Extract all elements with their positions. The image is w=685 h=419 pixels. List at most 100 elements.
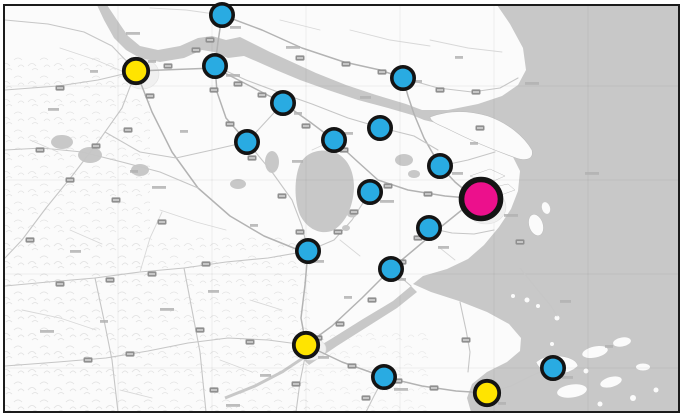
place-label <box>414 80 422 83</box>
place-label <box>310 260 324 263</box>
city-marker-m02-blue[interactable] <box>209 2 236 28</box>
place-label <box>394 388 408 391</box>
city-marker-m05-blue[interactable] <box>389 65 416 92</box>
place-label <box>160 308 174 311</box>
place-label <box>90 70 98 73</box>
islet <box>524 297 530 303</box>
route-badge-glyph <box>113 199 119 201</box>
islet <box>583 368 589 374</box>
city-marker-m08-blue[interactable] <box>366 115 393 142</box>
route-badge-glyph <box>27 239 33 241</box>
island <box>528 214 544 236</box>
city-marker-m16-blue[interactable] <box>370 363 397 390</box>
lake <box>131 164 149 176</box>
city-marker-m14-blue[interactable] <box>377 255 404 282</box>
city-marker-m13-blue[interactable] <box>294 238 321 265</box>
island <box>613 337 631 347</box>
route-badge-glyph <box>37 149 43 151</box>
route-badge-glyph <box>85 359 91 361</box>
islet <box>511 294 515 298</box>
route-badge-glyph <box>93 145 99 147</box>
route-badge-glyph <box>227 123 233 125</box>
roads-minor <box>21 7 503 399</box>
place-label <box>380 200 394 203</box>
place-label <box>585 172 599 175</box>
place-label <box>318 356 329 359</box>
city-marker-m10-blue[interactable] <box>356 179 383 206</box>
route-badge-glyph <box>385 185 391 187</box>
route-badge-glyph <box>363 397 369 399</box>
route-badge-glyph <box>197 329 203 331</box>
place-label <box>525 82 539 85</box>
city-marker-m18-blue[interactable] <box>539 354 566 381</box>
islet <box>597 401 603 407</box>
place-label <box>504 214 518 217</box>
city-marker-m06-blue[interactable] <box>234 129 261 156</box>
route-badge-glyph <box>165 65 171 67</box>
lake-taihu <box>295 150 354 233</box>
route-badge-glyph <box>425 193 431 195</box>
city-marker-m12-blue[interactable] <box>415 215 442 242</box>
place-label <box>562 376 573 379</box>
place-label <box>286 46 300 49</box>
river-upstream <box>224 354 307 400</box>
place-label <box>342 132 353 135</box>
markers-layer <box>121 2 566 408</box>
place-label <box>498 402 506 405</box>
place-label <box>452 172 463 175</box>
place-label <box>344 296 352 299</box>
city-marker-m07-blue[interactable] <box>320 127 347 154</box>
map-frame-border <box>3 4 680 413</box>
island <box>636 363 650 371</box>
place-label <box>260 374 271 377</box>
islet <box>536 304 540 308</box>
islet <box>554 315 560 321</box>
route-badge-glyph <box>279 195 285 197</box>
city-marker-m09-blue[interactable] <box>426 153 453 180</box>
route-badge-glyph <box>193 49 199 51</box>
route-badge-glyph <box>247 341 253 343</box>
city-marker-m11-magenta[interactable] <box>458 176 504 222</box>
route-badge-glyph <box>335 231 341 233</box>
route-badge-glyph <box>297 57 303 59</box>
place-label <box>100 320 108 323</box>
route-badge-glyph <box>379 71 385 73</box>
place-label <box>250 224 258 227</box>
place-label <box>360 96 371 99</box>
route-badge-glyph <box>341 149 347 151</box>
lake <box>395 154 413 166</box>
route-badge-glyph <box>125 129 131 131</box>
city-marker-m17-yellow[interactable] <box>472 378 502 408</box>
place-label <box>180 130 188 133</box>
place-label <box>230 26 241 29</box>
city-marker-m04-blue[interactable] <box>269 90 296 117</box>
route-badge-glyph <box>235 83 241 85</box>
route-badge-glyph <box>437 89 443 91</box>
route-badge-glyph <box>303 125 309 127</box>
route-badge-glyph <box>415 237 421 239</box>
place-label <box>294 112 302 115</box>
route-badge-glyph <box>399 261 405 263</box>
island <box>600 376 622 388</box>
city-marker-m01-yellow[interactable] <box>121 56 151 86</box>
place-label <box>226 74 240 77</box>
route-badge-glyph <box>149 273 155 275</box>
route-badge-glyph <box>293 383 299 385</box>
lake <box>230 179 246 189</box>
lake <box>408 170 420 178</box>
place-label <box>292 160 303 163</box>
place-label <box>70 250 81 253</box>
route-badge-glyph <box>477 127 483 129</box>
city-marker-m03-blue[interactable] <box>202 52 229 79</box>
city-marker-m15-yellow[interactable] <box>291 330 321 360</box>
place-label <box>148 60 156 63</box>
place-label <box>605 345 613 348</box>
route-badge-glyph <box>297 231 303 233</box>
route-badge-glyph <box>211 389 217 391</box>
lake <box>51 135 73 149</box>
place-label <box>560 300 571 303</box>
route-badge-glyph <box>211 89 217 91</box>
sea-layer <box>97 5 679 412</box>
